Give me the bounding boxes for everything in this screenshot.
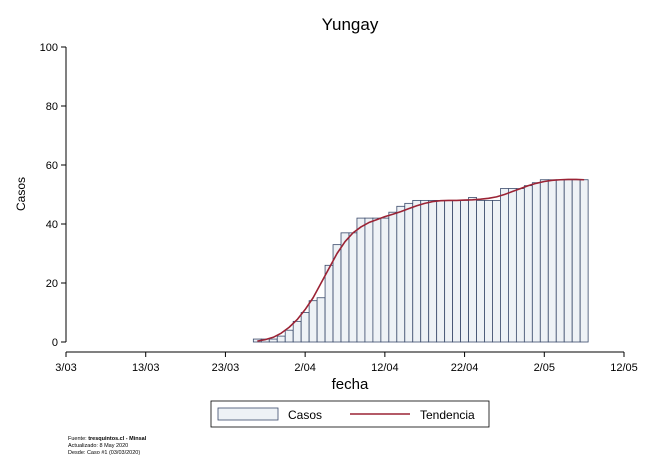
bar-casos xyxy=(579,179,589,343)
y-axis: 0 20 40 60 80 100 xyxy=(40,42,67,349)
bar-casos xyxy=(484,199,493,343)
y-tick-label: 80 xyxy=(46,101,58,113)
y-tick-label: 40 xyxy=(46,219,58,231)
x-axis-label: fecha xyxy=(332,376,369,393)
y-tick-label: 20 xyxy=(46,278,58,290)
bar-casos xyxy=(476,199,485,343)
bar-casos xyxy=(300,312,310,343)
bar-casos xyxy=(404,202,414,343)
x-tick-label: 22/04 xyxy=(451,362,479,374)
bar-casos xyxy=(396,205,406,343)
bar-casos xyxy=(460,199,469,343)
bar-casos xyxy=(428,199,438,343)
trend-line xyxy=(257,178,585,342)
bar-casos xyxy=(531,182,541,343)
bar-casos xyxy=(324,264,334,343)
bar-casos xyxy=(515,188,525,343)
bar-casos xyxy=(508,188,517,343)
bar-casos xyxy=(372,217,382,343)
bar-casos xyxy=(388,211,398,343)
bar-casos xyxy=(348,232,358,343)
legend-swatch-casos xyxy=(217,407,279,421)
bar-casos xyxy=(276,335,286,343)
trend-line-group xyxy=(257,178,585,342)
legend-label-tendencia: Tendencia xyxy=(420,408,475,422)
bar-casos xyxy=(436,199,446,343)
bar-casos xyxy=(292,320,302,343)
bar-casos xyxy=(316,297,326,343)
bar-casos xyxy=(420,199,430,343)
bar-casos xyxy=(468,197,477,343)
x-tick-label: 2/04 xyxy=(294,362,315,374)
legend-label-casos: Casos xyxy=(288,408,322,422)
x-axis: 3/03 13/03 23/03 2/04 12/04 22/04 2/05 12/05 xyxy=(55,351,638,374)
source-name: tresquintos.cl - Minsal xyxy=(88,436,147,442)
bars xyxy=(252,179,589,343)
x-tick-label: 12/04 xyxy=(371,362,399,374)
bar-casos xyxy=(547,179,557,343)
bar-casos xyxy=(523,185,533,343)
y-tick-label: 100 xyxy=(40,42,58,54)
bar-casos xyxy=(380,217,390,343)
bar-casos xyxy=(268,338,278,343)
x-tick-label: 3/03 xyxy=(55,362,76,374)
bar-casos xyxy=(308,300,318,343)
since-note: Desde: Caso #1 (03/03/2020) xyxy=(68,450,141,456)
bar-casos xyxy=(555,179,565,343)
bar-casos xyxy=(356,217,366,343)
bar-casos xyxy=(284,329,294,343)
bar-casos xyxy=(364,217,374,343)
y-tick-label: 0 xyxy=(52,337,58,349)
bar-casos xyxy=(412,199,422,343)
chart-title: Yungay xyxy=(322,15,379,34)
x-tick-label: 23/03 xyxy=(212,362,240,374)
y-axis-label: Casos xyxy=(14,177,28,211)
bar-casos xyxy=(563,179,573,343)
bar-casos xyxy=(571,179,581,343)
source-label: Fuente: xyxy=(68,436,87,442)
bar-casos xyxy=(452,199,461,343)
x-tick-label: 2/05 xyxy=(534,362,555,374)
source-note: Fuente: tresquintos.cl - Minsal Actualiz… xyxy=(68,436,146,457)
bar-casos xyxy=(340,232,350,343)
x-tick-label: 13/03 xyxy=(132,362,160,374)
legend: Casos Tendencia xyxy=(210,400,490,428)
y-tick-label: 60 xyxy=(46,160,58,172)
bar-casos xyxy=(492,199,501,343)
bar-casos xyxy=(500,188,509,343)
bar-casos xyxy=(539,179,549,343)
updated-note: Actualizado: 8 May 2020 xyxy=(68,443,129,449)
x-tick-label: 12/05 xyxy=(610,362,638,374)
bar-casos xyxy=(444,199,454,343)
